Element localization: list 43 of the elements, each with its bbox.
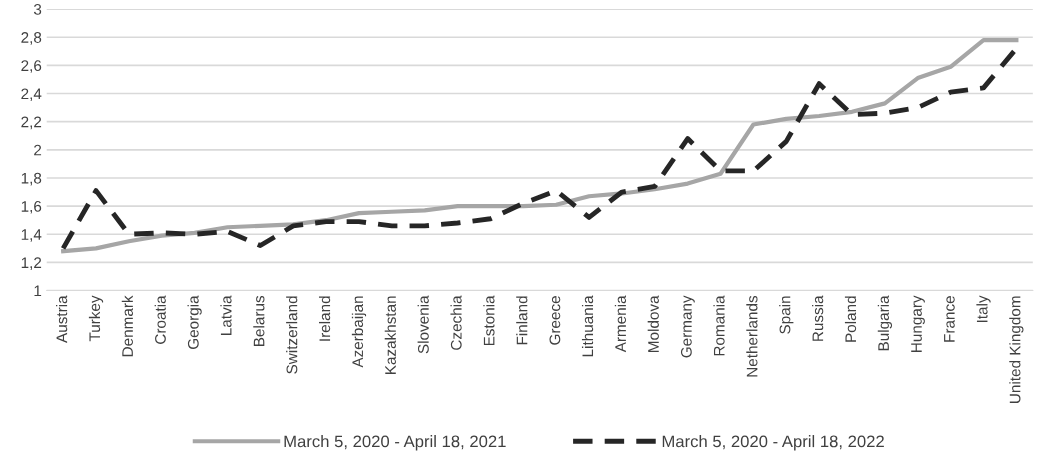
x-tick-label: France <box>944 296 955 342</box>
x-tick-label: Poland <box>844 296 857 342</box>
x-tick-label: Turkey <box>88 295 104 342</box>
y-tick-label: 1,6 <box>21 200 42 214</box>
x-tick-label: Germany <box>680 295 695 358</box>
y-tick-label: 1,4 <box>21 229 42 242</box>
y-tick-label: 1 <box>34 285 42 297</box>
x-tick-label: Kazakhstan <box>384 296 396 374</box>
x-tick-label: Greece <box>549 296 561 345</box>
x-tick-label: Azerbaijan <box>351 296 367 368</box>
x-tick-label: Switzerland <box>286 296 298 374</box>
x-tick-label: Estonia <box>483 295 495 346</box>
x-tick-label: Croatia <box>154 295 166 344</box>
x-tick-label: Russia <box>812 295 824 341</box>
x-tick-label: Netherlands <box>746 295 758 377</box>
y-tick-label: 2 <box>34 144 42 156</box>
y-tick-label: 1,2 <box>21 257 42 270</box>
x-tick-label: Spain <box>779 296 794 334</box>
x-tick-label: Bulgaria <box>877 295 893 351</box>
legend-label: March 5, 2020 - April 18, 2021 <box>284 435 506 451</box>
x-tick-label: Italy <box>976 295 991 323</box>
y-tick-label: 3 <box>33 3 42 15</box>
x-tick-label: Lithuania <box>581 295 594 357</box>
x-tick-label: Romania <box>713 295 725 356</box>
x-tick-label: Denmark <box>121 295 133 357</box>
x-tick-label: United Kingdom <box>1009 296 1024 403</box>
y-tick-label: 2,6 <box>21 60 42 73</box>
y-tick-label: 2,2 <box>21 116 42 130</box>
x-tick-label: Armenia <box>614 295 627 353</box>
x-tick-label: Austria <box>56 295 68 343</box>
y-tick-label: 1,8 <box>21 172 42 186</box>
x-tick-label: Czechia <box>450 295 462 350</box>
x-tick-label: Hungary <box>911 295 925 352</box>
x-tick-label: Slovenia <box>417 295 429 354</box>
y-tick-label: 2,8 <box>21 32 42 45</box>
x-tick-label: Moldova <box>647 295 659 352</box>
y-tick-label: 2,4 <box>21 88 42 102</box>
x-tick-label: Latvia <box>220 295 232 335</box>
x-tick-label: Belarus <box>253 295 265 346</box>
x-tick-label: Ireland <box>318 296 331 341</box>
x-tick-label: Finland <box>516 296 528 345</box>
x-tick-label: Georgia <box>187 295 202 349</box>
legend-label: March 5, 2020 - April 18, 2022 <box>662 435 884 451</box>
